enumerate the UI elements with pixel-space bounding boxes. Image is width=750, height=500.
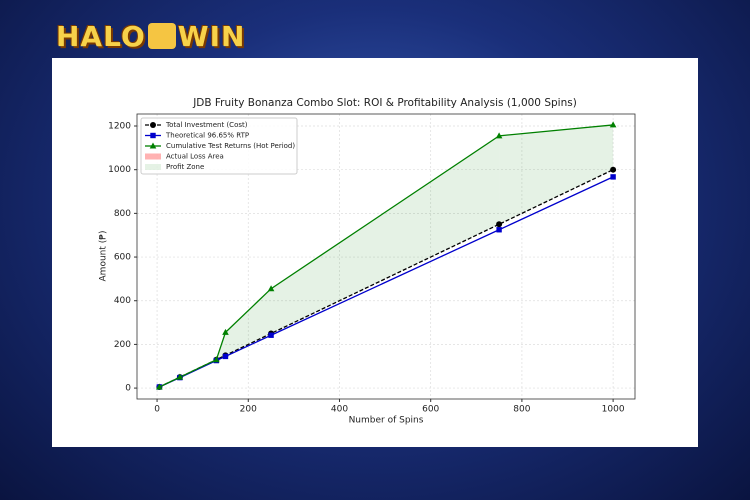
point	[222, 353, 229, 360]
y-tick-label: 0	[125, 384, 131, 394]
point	[609, 121, 617, 128]
point	[496, 221, 503, 228]
legend-marker	[150, 132, 156, 139]
legend-label: Theoretical 96.65% RTP	[165, 132, 249, 140]
legend-label: Profit Zone	[166, 163, 204, 171]
legend-label: Actual Loss Area	[166, 153, 224, 161]
y-tick-label: 1200	[108, 122, 131, 132]
x-tick-label: 600	[422, 405, 439, 415]
point	[610, 174, 616, 180]
point	[222, 328, 229, 335]
x-tick-label: 0	[154, 405, 160, 415]
point	[267, 285, 275, 292]
legend-swatch	[145, 164, 161, 170]
logo-left: HALO	[56, 20, 146, 53]
y-tick-label: 1000	[108, 165, 131, 175]
legend-label: Cumulative Test Returns (Hot Period)	[166, 142, 295, 150]
point	[156, 383, 163, 390]
y-tick-label: 800	[114, 209, 131, 219]
point	[496, 227, 502, 233]
y-tick-label: 600	[114, 253, 131, 263]
logo-right: WIN	[177, 20, 246, 53]
x-axis-label: Number of Spins	[349, 416, 424, 426]
legend-marker	[150, 122, 156, 128]
y-axis-label: Amount (₱)	[99, 231, 109, 282]
x-tick-label: 800	[513, 405, 530, 415]
legend-marker	[149, 142, 157, 149]
profit-area	[499, 124, 614, 225]
chart-title: JDB Fruity Bonanza Combo Slot: ROI & Pro…	[192, 97, 577, 109]
profit-area	[271, 135, 500, 334]
logo-crown	[147, 23, 176, 49]
x-tick-label: 200	[240, 405, 257, 415]
point	[213, 356, 220, 363]
x-tick-label: 400	[331, 405, 348, 415]
y-tick-label: 200	[114, 340, 131, 350]
legend-label: Total Investment (Cost)	[165, 121, 248, 129]
plot-frame	[136, 113, 636, 400]
logo: HALO WIN	[56, 20, 246, 53]
x-tick-label: 1000	[602, 405, 625, 415]
point	[176, 373, 184, 380]
legend-box	[140, 117, 298, 175]
point	[268, 332, 274, 338]
point	[610, 166, 617, 173]
legend-swatch	[145, 153, 161, 160]
point	[495, 132, 503, 139]
y-tick-label: 400	[114, 296, 131, 306]
